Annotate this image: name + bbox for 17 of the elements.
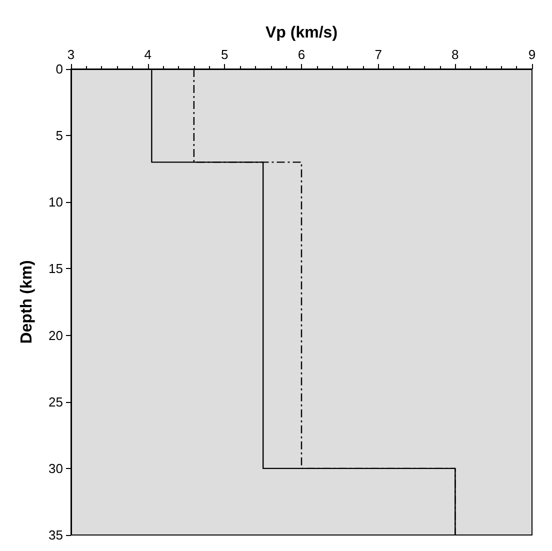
x-tick-label: 8: [452, 47, 459, 62]
x-tick-label: 7: [374, 47, 382, 62]
x-tick-label: 4: [144, 47, 152, 62]
y-tick-label: 30: [48, 460, 63, 476]
y-tick-label: 10: [48, 194, 63, 210]
x-tick-label: 3: [67, 47, 75, 62]
x-tick-label: 5: [221, 47, 228, 62]
y-tick-label: 15: [48, 261, 63, 276]
y-tick-label: 25: [48, 394, 63, 410]
y-tick-label: 20: [48, 328, 63, 343]
x-axis-title: Vp (km/s): [265, 24, 338, 42]
y-axis-title: Depth (km): [18, 260, 36, 344]
x-tick-label: 6: [298, 47, 306, 62]
y-tick-label: 35: [48, 528, 63, 542]
y-tick-label: 5: [56, 128, 63, 144]
y-tick-label: 0: [56, 62, 63, 76]
x-tick-label: 9: [528, 47, 536, 62]
